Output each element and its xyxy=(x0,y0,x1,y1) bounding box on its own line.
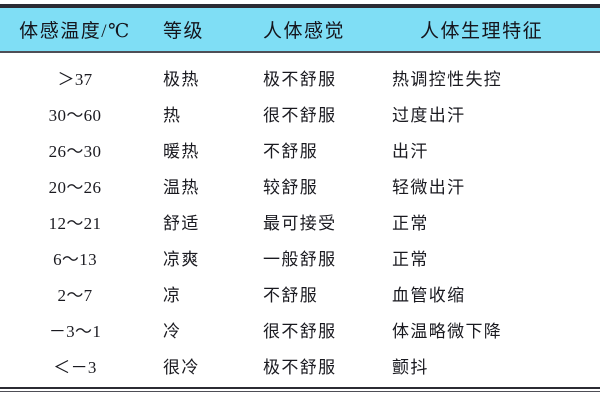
cell-physiology: 颤抖 xyxy=(392,357,429,377)
cell-sensation: 一般舒服 xyxy=(263,249,337,269)
cell-sensation: 极不舒服 xyxy=(263,69,337,89)
table-row: ＜－3 很冷 极不舒服 颤抖 xyxy=(0,347,600,383)
table-row: 20～26 温热 较舒服 轻微出汗 xyxy=(0,167,600,203)
cell-temperature: 20～26 xyxy=(48,177,102,197)
cell-temperature: 2～7 xyxy=(57,285,93,305)
cell-grade: 温热 xyxy=(163,177,200,197)
table-row: 26～30 暖热 不舒服 出汗 xyxy=(0,131,600,167)
cell-physiology: 正常 xyxy=(392,213,429,233)
table-header-rule xyxy=(0,51,600,53)
cell-temperature: ＞37 xyxy=(57,69,93,89)
cell-temperature: ＜－3 xyxy=(53,357,97,377)
cell-physiology: 正常 xyxy=(392,249,429,269)
cell-sensation: 较舒服 xyxy=(263,177,319,197)
cell-grade: 热 xyxy=(163,105,182,125)
table-bottom-rule-thick xyxy=(0,387,600,389)
table-header-band xyxy=(0,8,600,51)
cell-grade: 暖热 xyxy=(163,141,200,161)
table-row: －3～1 冷 很不舒服 体温略微下降 xyxy=(0,311,600,347)
cell-physiology: 轻微出汗 xyxy=(392,177,466,197)
column-header-grade: 等级 xyxy=(163,21,205,42)
table-row: 12～21 舒适 最可接受 正常 xyxy=(0,203,600,239)
cell-grade: 凉爽 xyxy=(163,249,200,269)
table-bottom-rule-thin xyxy=(0,391,600,392)
cell-physiology: 过度出汗 xyxy=(392,105,466,125)
table-row: ＞37 极热 极不舒服 热调控性失控 xyxy=(0,59,600,95)
table-row: 30～60 热 很不舒服 过度出汗 xyxy=(0,95,600,131)
cell-grade: 很冷 xyxy=(163,357,200,377)
column-header-sensation: 人体感觉 xyxy=(263,21,346,42)
table-row: 6～13 凉爽 一般舒服 正常 xyxy=(0,239,600,275)
cell-temperature: 26～30 xyxy=(48,141,102,161)
cell-sensation: 最可接受 xyxy=(263,213,337,233)
cell-grade: 凉 xyxy=(163,285,182,305)
column-header-physiology: 人体生理特征 xyxy=(420,21,544,42)
cell-grade: 舒适 xyxy=(163,213,200,233)
cell-temperature: －3～1 xyxy=(48,321,102,341)
table-top-rule xyxy=(0,4,600,8)
table-row: 2～7 凉 不舒服 血管收缩 xyxy=(0,275,600,311)
cell-physiology: 出汗 xyxy=(392,141,429,161)
table-header-row: 体感温度/℃ 等级 人体感觉 人体生理特征 xyxy=(0,8,600,51)
cell-physiology: 血管收缩 xyxy=(392,285,466,305)
cell-sensation: 极不舒服 xyxy=(263,357,337,377)
cell-sensation: 不舒服 xyxy=(263,285,319,305)
column-header-temperature: 体感温度/℃ xyxy=(19,21,131,42)
cell-temperature: 6～13 xyxy=(53,249,97,269)
cell-temperature: 12～21 xyxy=(48,213,102,233)
cell-temperature: 30～60 xyxy=(48,105,102,125)
cell-sensation: 很不舒服 xyxy=(263,105,337,125)
cell-grade: 极热 xyxy=(163,69,200,89)
cell-sensation: 不舒服 xyxy=(263,141,319,161)
cell-physiology: 热调控性失控 xyxy=(392,69,503,89)
cell-sensation: 很不舒服 xyxy=(263,321,337,341)
cell-grade: 冷 xyxy=(163,321,182,341)
cell-physiology: 体温略微下降 xyxy=(392,321,503,341)
